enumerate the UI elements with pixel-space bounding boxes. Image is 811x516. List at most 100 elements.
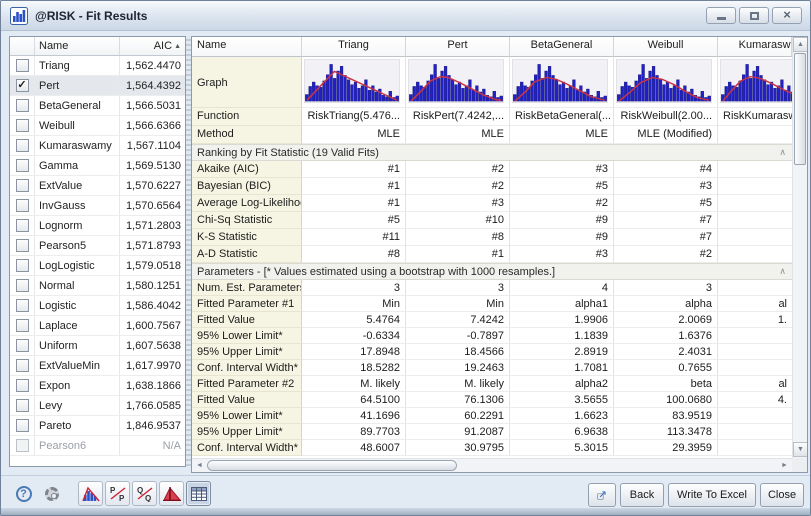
vertical-scroll-thumb[interactable] [794,53,806,165]
write-to-excel-button[interactable]: Write To Excel [668,483,756,507]
list-item[interactable]: Lognorm1,571.2803 [10,216,185,236]
fit-checkbox[interactable] [16,239,29,252]
parameter-value: 6.9638 [510,424,614,440]
column-header-name[interactable]: Name [192,37,302,57]
fit-checkbox[interactable] [16,159,29,172]
aic-column-header[interactable]: AIC▲ [120,37,185,55]
fit-checkbox[interactable] [16,359,29,372]
svg-text:P: P [119,494,125,502]
close-dialog-button[interactable]: Close [760,483,804,507]
fit-checkbox[interactable] [16,339,29,352]
export-report-button[interactable] [588,483,616,507]
fit-checkbox[interactable]: ✓ [16,79,29,92]
scroll-up-button[interactable]: ▲ [793,37,808,52]
fit-checkbox[interactable] [16,439,29,452]
parameter-value: 17.8948 [302,344,406,360]
parameter-value: 2.0069 [614,312,718,328]
list-item[interactable]: ✓Pert1,564.4392 [10,76,185,96]
list-item[interactable]: Pearson6N/A [10,436,185,456]
list-item[interactable]: Pareto1,846.9537 [10,416,185,436]
export-icon [597,487,607,503]
fit-ranking-button[interactable] [159,481,184,506]
ranking-value: #7 [614,212,718,229]
graph-thumbnail-triang[interactable] [302,57,406,108]
vertical-scrollbar[interactable]: ▲ ▼ [792,37,807,472]
fit-checkbox[interactable] [16,319,29,332]
fit-checkbox[interactable] [16,379,29,392]
scroll-left-button[interactable]: ◄ [192,459,207,473]
parameter-value: 41.1696 [302,408,406,424]
fit-checkbox[interactable] [16,59,29,72]
table-row: Graph [192,57,792,108]
settings-button[interactable] [39,481,64,506]
svg-text:Q: Q [137,486,143,495]
name-column-header[interactable]: Name [35,37,120,55]
list-item[interactable]: Weibull1,566.6366 [10,116,185,136]
list-item[interactable]: Normal1,580.1251 [10,276,185,296]
list-item[interactable]: Levy1,766.0585 [10,396,185,416]
list-item[interactable]: Kumaraswamy1,567.1104 [10,136,185,156]
maximize-icon [750,12,759,20]
column-header-pert[interactable]: Pert [406,37,510,57]
column-header-kumaraswamy[interactable]: Kumaraswamy [718,37,792,57]
column-header-triang[interactable]: Triang [302,37,406,57]
list-item[interactable]: BetaGeneral1,566.5031 [10,96,185,116]
parameter-value: 4. [718,392,792,408]
list-item[interactable]: Uniform1,607.5638 [10,336,185,356]
list-item[interactable]: ExtValueMin1,617.9970 [10,356,185,376]
list-item[interactable]: Logistic1,586.4042 [10,296,185,316]
fit-comparison-graph-button[interactable] [78,481,103,506]
column-header-betageneral[interactable]: BetaGeneral [510,37,614,57]
fit-checkbox[interactable] [16,179,29,192]
fit-checkbox[interactable] [16,219,29,232]
list-item[interactable]: Gamma1,569.5130 [10,156,185,176]
fit-name: Gamma [35,156,120,175]
summary-grid-button[interactable] [186,481,211,506]
list-item[interactable]: InvGauss1,570.6564 [10,196,185,216]
fit-checkbox[interactable] [16,399,29,412]
minimize-button[interactable] [706,7,736,24]
back-button[interactable]: Back [620,483,664,507]
graph-thumbnail-kumaraswamy[interactable] [718,57,792,108]
parameter-value [718,344,792,360]
horizontal-scroll-thumb[interactable] [207,460,457,471]
graph-thumbnail-pert[interactable] [406,57,510,108]
list-item[interactable]: Expon1,638.1866 [10,376,185,396]
graph-thumbnail-weibull[interactable] [614,57,718,108]
collapse-chevron-icon[interactable]: ∧ [779,148,786,157]
fit-checkbox[interactable] [16,199,29,212]
sort-ascending-icon: ▲ [174,43,181,50]
close-button[interactable]: × [772,7,802,24]
list-item[interactable]: ExtValue1,570.6227 [10,176,185,196]
fit-aic-value: 1,570.6227 [120,176,185,195]
fit-checkbox[interactable] [16,139,29,152]
collapse-chevron-icon[interactable]: ∧ [779,267,786,276]
ranking-value: #2 [406,161,510,178]
fit-checkbox[interactable] [16,259,29,272]
fit-checkbox[interactable] [16,279,29,292]
fit-checkbox[interactable] [16,99,29,112]
graph-thumbnail-betageneral[interactable] [510,57,614,108]
list-item[interactable]: Triang1,562.4470 [10,56,185,76]
fit-checkbox[interactable] [16,119,29,132]
ranking-value: #3 [510,161,614,178]
maximize-button[interactable] [739,7,769,24]
list-item[interactable]: LogLogistic1,579.0518 [10,256,185,276]
parameter-value: 2.4031 [614,344,718,360]
scroll-down-button[interactable]: ▼ [793,442,808,457]
method-value: MLE [302,126,406,144]
checkbox-column-header[interactable] [10,37,35,55]
qq-plot-button[interactable]: Q Q [132,481,157,506]
list-item[interactable]: Pearson51,571.8793 [10,236,185,256]
parameter-value: M. likely [406,376,510,392]
ranking-section-header[interactable]: Ranking by Fit Statistic (19 Valid Fits)… [192,144,792,161]
pp-plot-button[interactable]: P P [105,481,130,506]
help-button[interactable]: ? [11,481,36,506]
fit-checkbox[interactable] [16,299,29,312]
list-item[interactable]: Laplace1,600.7567 [10,316,185,336]
fit-checkbox[interactable] [16,419,29,432]
parameters-section-header[interactable]: Parameters - [* Values estimated using a… [192,263,792,280]
horizontal-scrollbar[interactable]: ◄ ► [192,458,792,472]
column-header-weibull[interactable]: Weibull [614,37,718,57]
scroll-right-button[interactable]: ► [777,459,792,473]
